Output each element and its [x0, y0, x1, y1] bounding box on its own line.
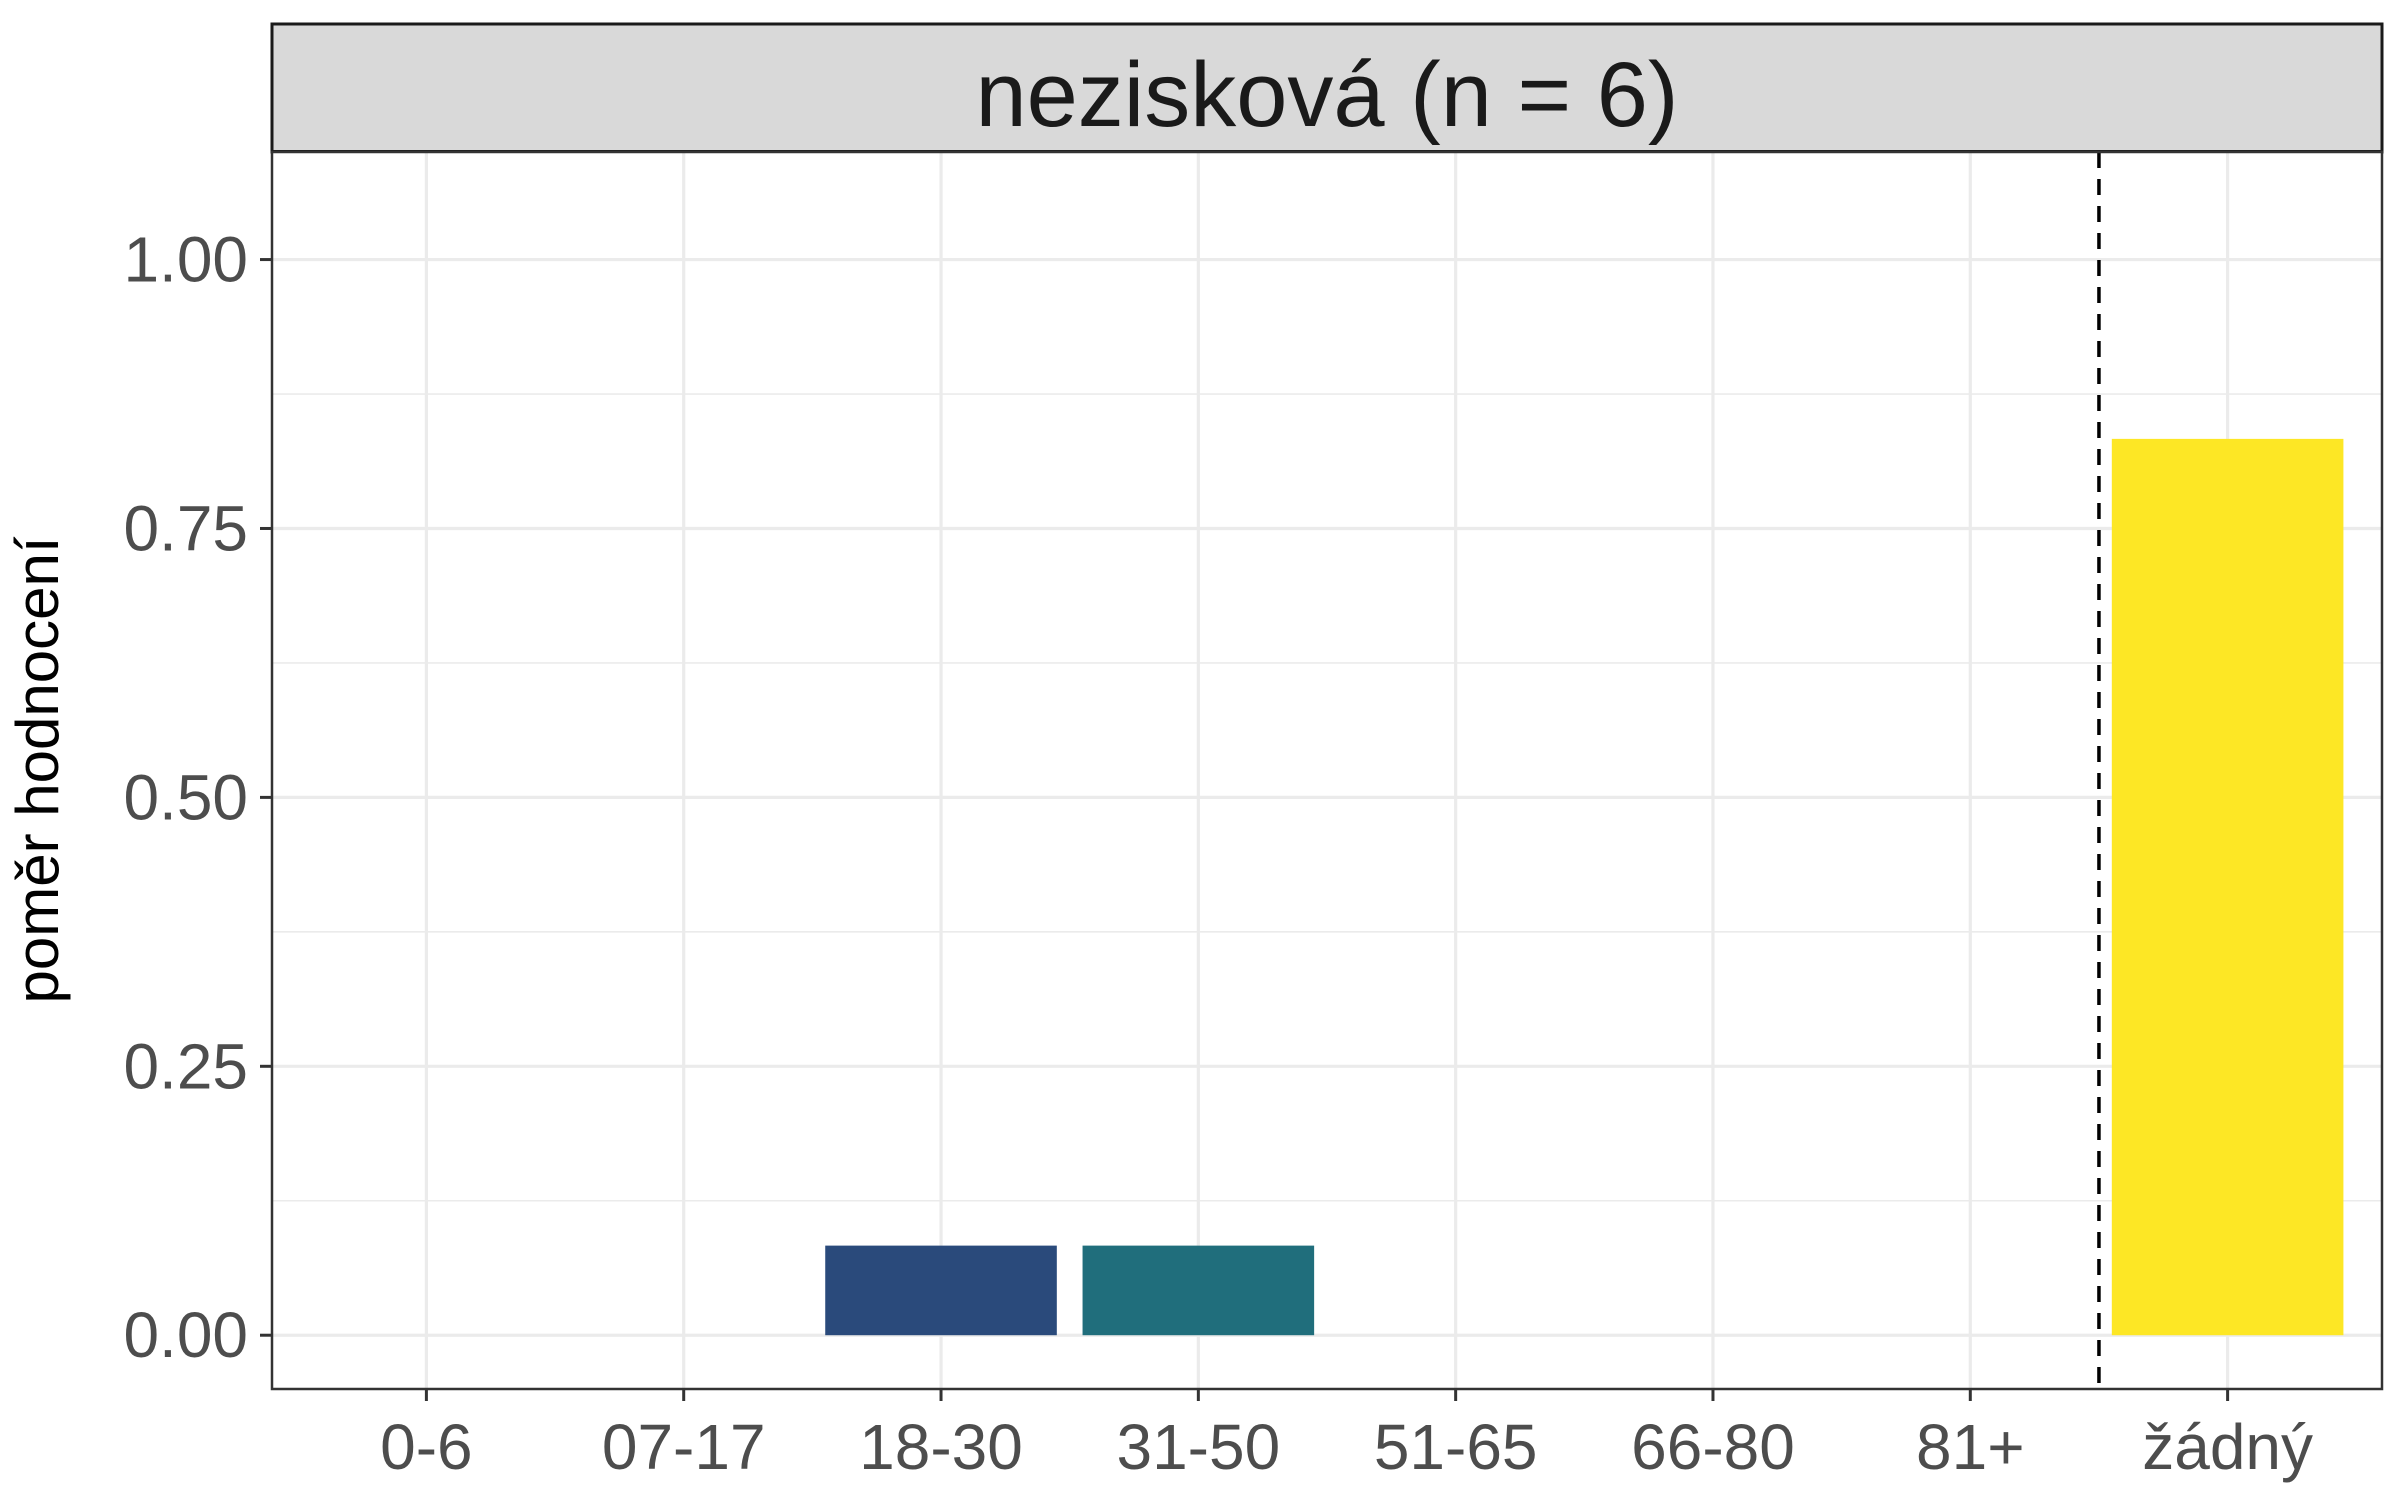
- x-tick-label: 07-17: [602, 1411, 766, 1483]
- plot-panel: [272, 152, 2382, 1389]
- x-tick-label: 51-65: [1374, 1411, 1538, 1483]
- bar-31-50: [1082, 1245, 1315, 1336]
- x-tick-label: 66-80: [1631, 1411, 1795, 1483]
- y-tick-label: 1.00: [123, 224, 248, 296]
- facet-strip-background: [270, 22, 2384, 154]
- bar-žádný: [2111, 438, 2344, 1336]
- bar-18-30: [825, 1245, 1057, 1336]
- x-tick-label: žádný: [2142, 1411, 2313, 1483]
- x-tick-label: 0-6: [380, 1411, 473, 1483]
- x-tick-label: 31-50: [1116, 1411, 1280, 1483]
- x-tick-label: 18-30: [859, 1411, 1023, 1483]
- y-tick-label: 0.75: [123, 492, 248, 564]
- bars: [825, 438, 2344, 1336]
- y-tick-label: 0.50: [123, 761, 248, 833]
- x-tick-label: 81+: [1916, 1411, 2025, 1483]
- x-axis: 0-6 07-17 18-30 31-50 51-65 66-80 81+ žádný: [380, 1389, 2313, 1483]
- y-tick-label: 0.00: [123, 1299, 248, 1371]
- facet-title: nezisková (n = 6): [975, 44, 1678, 146]
- y-tick-label: 0.25: [123, 1030, 248, 1102]
- y-axis-title: poměr hodnocení: [4, 536, 71, 1003]
- y-axis: 0.00 0.25 0.50 0.75 1.00: [123, 224, 272, 1371]
- plot-panel-border: [270, 150, 2384, 1391]
